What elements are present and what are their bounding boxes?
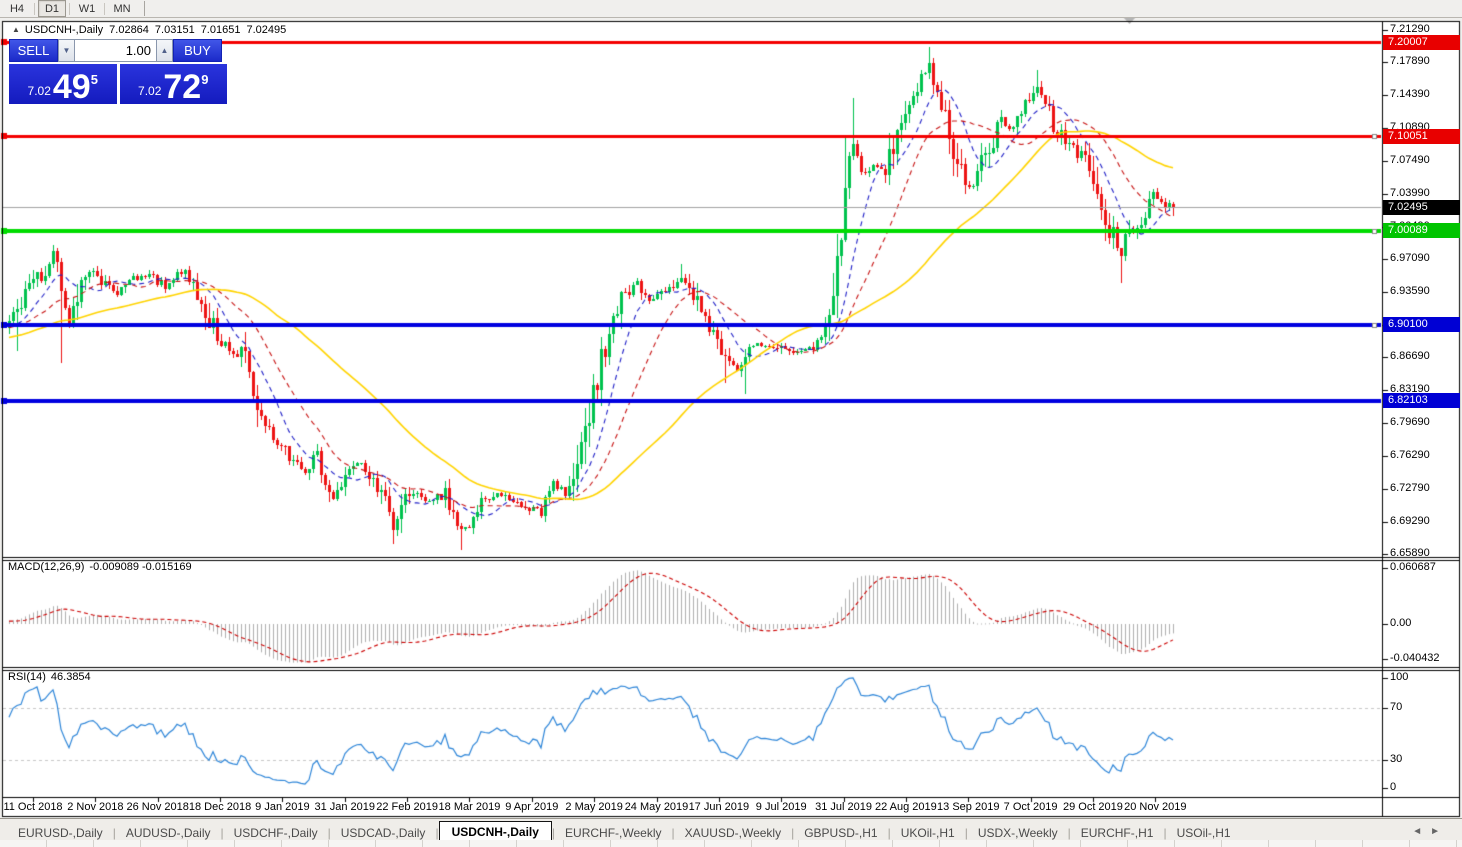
volume-input[interactable]	[75, 39, 156, 62]
tab-separator: |	[1163, 826, 1167, 840]
tab-separator: |	[887, 826, 891, 840]
chart-tab-ukoil-h1[interactable]: UKOil-,H1	[900, 826, 955, 840]
ohlc-open: 7.02864	[109, 24, 149, 36]
ohlc-close: 7.02495	[246, 24, 287, 36]
sell-price-display[interactable]: 7.02 49 5	[9, 64, 117, 104]
tab-separator: |	[435, 826, 439, 840]
chart-tab-xauusd-weekly[interactable]: XAUUSD-,Weekly	[684, 826, 782, 840]
tab-bar-bottom-strip	[0, 840, 1462, 847]
symbol-period-label: USDCNH-,Daily	[24, 24, 104, 36]
tab-separator: |	[1067, 826, 1071, 840]
buy-button[interactable]: BUY	[173, 39, 222, 62]
rsi-indicator-title: RSI(14) 46.3854	[8, 671, 96, 683]
toolbar-separator	[69, 2, 70, 15]
macd-name: MACD(12,26,9)	[8, 561, 85, 573]
buy-price-display[interactable]: 7.02 72 9	[119, 64, 227, 107]
tab-separator: |	[220, 826, 224, 840]
timeframe-toolbar: H4 D1 W1 MN	[0, 0, 1462, 18]
chart-tab-usoil-h1[interactable]: USOil-,H1	[1176, 826, 1231, 840]
volume-increase-button[interactable]: ▲	[156, 39, 173, 62]
macd-values: -0.009089 -0.015169	[89, 561, 192, 573]
sell-price-prefix: 7.02	[27, 84, 51, 98]
tab-separator: |	[112, 826, 116, 840]
toolbar-separator	[34, 2, 35, 15]
rsi-name: RSI(14)	[8, 671, 46, 683]
tab-separator: |	[964, 826, 968, 840]
toolbar-separator	[104, 2, 105, 15]
sell-price-sup: 5	[90, 72, 98, 87]
tab-separator: |	[327, 826, 331, 840]
chart-tab-gbpusd-h1[interactable]: GBPUSD-,H1	[804, 826, 878, 840]
chart-tab-eurchf-h1[interactable]: EURCHF-,H1	[1080, 826, 1154, 840]
tab-scroll-arrows[interactable]: ◄►	[1412, 826, 1448, 837]
tab-scroll-left-icon[interactable]: ◄	[1412, 826, 1431, 837]
buy-price-big: 72	[163, 68, 202, 107]
timeframe-button-w1[interactable]: W1	[78, 2, 96, 15]
timeframe-button-h4[interactable]: H4	[9, 2, 25, 15]
chart-tab-eurchf-weekly[interactable]: EURCHF-,Weekly	[565, 826, 662, 840]
collapse-panel-icon[interactable]: ▲	[12, 25, 20, 34]
chart-tab-usdx-weekly[interactable]: USDX-,Weekly	[977, 826, 1058, 840]
ohlc-low: 7.01651	[200, 24, 241, 36]
timeframe-button-mn[interactable]: MN	[113, 2, 131, 15]
tab-scroll-right-icon[interactable]: ►	[1430, 826, 1448, 837]
macd-indicator-title: MACD(12,26,9) -0.009089 -0.015169	[8, 561, 197, 573]
chart-tab-usdcad-daily[interactable]: USDCAD-,Daily	[340, 826, 426, 840]
chart-tab-usdchf-daily[interactable]: USDCHF-,Daily	[233, 826, 318, 840]
buy-price-prefix: 7.02	[138, 84, 162, 98]
timeframe-button-d1[interactable]: D1	[38, 0, 66, 17]
tab-separator: |	[551, 826, 556, 840]
chart-tab-eurusd-daily[interactable]: EURUSD-,Daily	[18, 826, 103, 840]
toolbar-group-separator	[144, 1, 145, 16]
chart-tab-audusd-daily[interactable]: AUDUSD-,Daily	[125, 826, 211, 840]
rsi-value: 46.3854	[50, 671, 91, 683]
volume-decrease-button[interactable]: ▼	[58, 39, 75, 62]
chart-title: ▲ USDCNH-,Daily 7.02864 7.03151 7.01651 7.024…	[12, 24, 292, 36]
tab-separator: |	[671, 826, 675, 840]
sell-price-big: 49	[52, 68, 91, 107]
ohlc-high: 7.03151	[154, 24, 195, 36]
buy-price-sup: 9	[201, 72, 209, 87]
sell-button[interactable]: SELL	[9, 39, 58, 62]
tab-separator: |	[791, 826, 795, 840]
